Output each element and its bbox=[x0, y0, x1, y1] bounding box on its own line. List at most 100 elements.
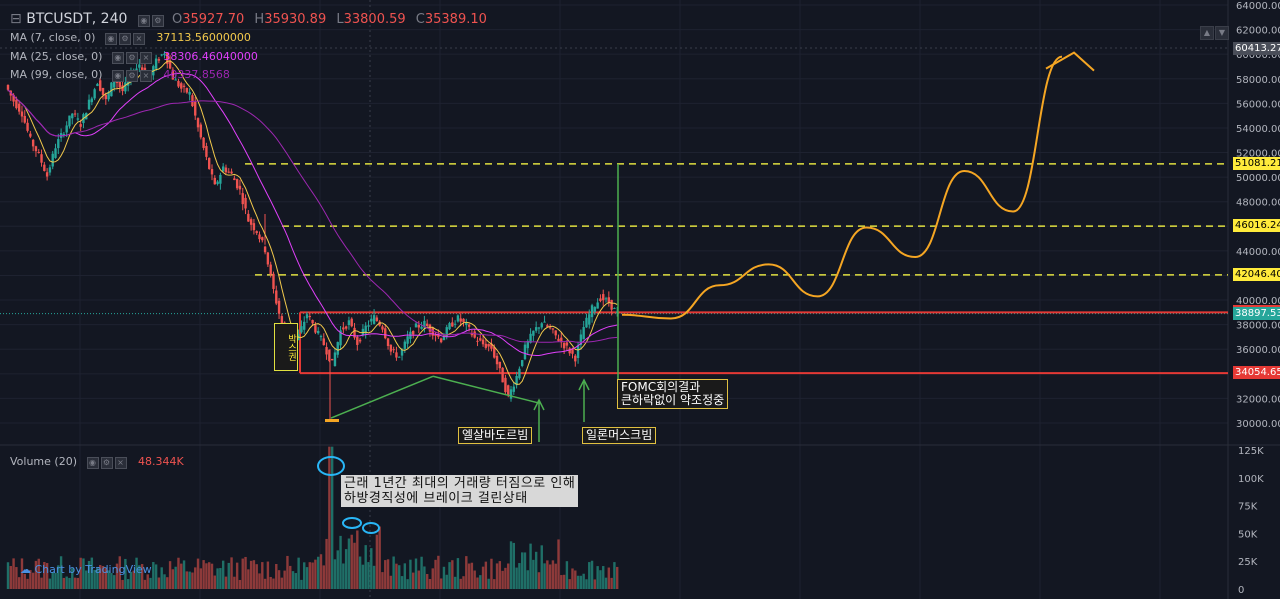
candle-body bbox=[160, 54, 163, 56]
candle-body bbox=[467, 324, 471, 327]
candle-body bbox=[344, 326, 348, 329]
candle-body bbox=[280, 316, 284, 325]
candle-body bbox=[26, 122, 29, 131]
volume-bar bbox=[71, 568, 74, 589]
candle-body bbox=[247, 213, 250, 222]
volume-bar bbox=[568, 579, 571, 589]
candle-body bbox=[244, 197, 247, 209]
volume-bar bbox=[26, 578, 29, 589]
volume-bar bbox=[412, 572, 415, 589]
price-tick-label: 62000.00 bbox=[1236, 26, 1280, 37]
volume-bar bbox=[576, 575, 580, 589]
scale-up-button[interactable]: ▲ bbox=[1200, 26, 1214, 40]
volume-bar bbox=[149, 577, 152, 589]
candle-body bbox=[216, 181, 219, 185]
volume-bar bbox=[582, 573, 585, 589]
volume-bar bbox=[115, 563, 119, 589]
volume-bar bbox=[241, 558, 244, 589]
volume-bar bbox=[467, 563, 471, 589]
candle-body bbox=[6, 84, 10, 90]
candle-body bbox=[412, 330, 415, 335]
indicator-ma7[interactable]: MA (7, close, 0) ◉ ⚙ × 37113.56000000 bbox=[10, 31, 251, 45]
volume-bar bbox=[445, 574, 448, 589]
candle-body bbox=[233, 178, 236, 181]
volume-bar bbox=[233, 576, 236, 589]
volume-bar bbox=[40, 577, 43, 589]
candle-body bbox=[65, 125, 68, 133]
volume-bar bbox=[99, 564, 102, 589]
tradingview-watermark[interactable]: ☁ Chart by TradingView bbox=[20, 563, 152, 576]
candle-body bbox=[350, 318, 353, 327]
candle-body bbox=[68, 115, 71, 127]
candle-body bbox=[548, 327, 552, 329]
scale-down-button[interactable]: ▼ bbox=[1215, 26, 1229, 40]
candle-body bbox=[470, 333, 474, 336]
volume-bar bbox=[316, 556, 320, 589]
candle-body bbox=[501, 367, 504, 383]
candle-body bbox=[54, 148, 57, 158]
volume-bar bbox=[235, 562, 239, 589]
volume-bar bbox=[275, 563, 278, 589]
candle-body bbox=[607, 297, 611, 304]
volume-bar bbox=[414, 558, 418, 589]
volume-bar bbox=[65, 576, 68, 589]
candle-body bbox=[381, 326, 384, 330]
volume-bar bbox=[370, 548, 373, 589]
eye-icon: ◉ bbox=[104, 33, 117, 45]
candle-body bbox=[93, 89, 96, 99]
low-marker bbox=[325, 419, 339, 422]
volume-bar bbox=[551, 560, 555, 589]
annotation-elon: 일론머스크빔 bbox=[582, 427, 657, 444]
price-tick-label: 48000.00 bbox=[1236, 198, 1280, 209]
volume-bar bbox=[174, 566, 177, 589]
candle-body bbox=[45, 172, 49, 177]
header-buttons[interactable]: ◉ ⚙ bbox=[137, 11, 166, 27]
candle-body bbox=[277, 300, 281, 314]
candle-body bbox=[188, 91, 191, 95]
candle-body bbox=[43, 164, 46, 171]
candle-body bbox=[210, 169, 214, 175]
volume-tick-label: 125K bbox=[1238, 446, 1264, 457]
volume-bar bbox=[143, 579, 147, 589]
indicator-ma25[interactable]: MA (25, close, 0) ◉ ⚙ × 38306.46040000 bbox=[10, 50, 258, 64]
candle-body bbox=[532, 330, 535, 336]
indicator-ma99[interactable]: MA (99, close, 0) ◉ ⚙ × 40337.8568 bbox=[10, 68, 230, 82]
volume-bar bbox=[347, 538, 351, 589]
candle-body bbox=[227, 171, 230, 173]
volume-bar bbox=[79, 557, 82, 589]
volume-bar bbox=[487, 578, 490, 589]
price-tick-label: 60000.00 bbox=[1236, 50, 1280, 61]
volume-bar bbox=[442, 566, 446, 589]
volume-bar bbox=[392, 556, 395, 589]
candle-body bbox=[308, 316, 312, 318]
candle-body bbox=[305, 314, 309, 319]
candle-body bbox=[224, 167, 228, 173]
volume-bar bbox=[263, 578, 267, 589]
candle-body bbox=[574, 355, 577, 362]
menu-icon[interactable]: ⊟ bbox=[10, 11, 22, 27]
volume-bar bbox=[48, 578, 52, 589]
candle-body bbox=[476, 340, 479, 342]
volume-bar bbox=[604, 577, 608, 589]
symbol-title[interactable]: ⊟ BTCUSDT, 240 ◉ ⚙ bbox=[10, 11, 166, 27]
volume-bar bbox=[249, 560, 253, 589]
volume-bar bbox=[356, 530, 359, 589]
candle-body bbox=[465, 322, 468, 326]
candle-body bbox=[372, 315, 376, 324]
volume-bar bbox=[520, 552, 524, 589]
volume-bar bbox=[261, 562, 264, 589]
volume-bar bbox=[216, 568, 219, 589]
arrow-head bbox=[578, 378, 590, 391]
volume-bar bbox=[135, 557, 138, 589]
candle-body bbox=[319, 336, 323, 338]
candle-body bbox=[420, 326, 423, 329]
volume-bar bbox=[6, 562, 10, 589]
candle-body bbox=[15, 99, 18, 109]
candle-body bbox=[604, 298, 608, 300]
indicator-volume[interactable]: Volume (20) ◉ ⚙ × 48.344K bbox=[10, 455, 184, 469]
volume-bar bbox=[546, 560, 549, 589]
candle-body bbox=[568, 348, 571, 354]
candle-body bbox=[336, 342, 339, 355]
price-tick-label: 44000.00 bbox=[1236, 247, 1280, 258]
